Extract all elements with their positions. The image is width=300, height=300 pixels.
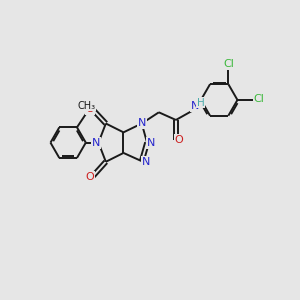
- Text: N: N: [92, 138, 100, 148]
- Text: CH₃: CH₃: [77, 100, 95, 111]
- Text: N: N: [190, 101, 199, 111]
- Text: N: N: [141, 157, 150, 167]
- Text: N: N: [147, 138, 155, 148]
- Text: O: O: [86, 172, 94, 182]
- Text: H: H: [197, 98, 205, 108]
- Text: Cl: Cl: [254, 94, 264, 104]
- Text: O: O: [86, 104, 94, 114]
- Text: O: O: [175, 135, 183, 145]
- Text: Cl: Cl: [224, 59, 234, 69]
- Text: N: N: [138, 118, 146, 128]
